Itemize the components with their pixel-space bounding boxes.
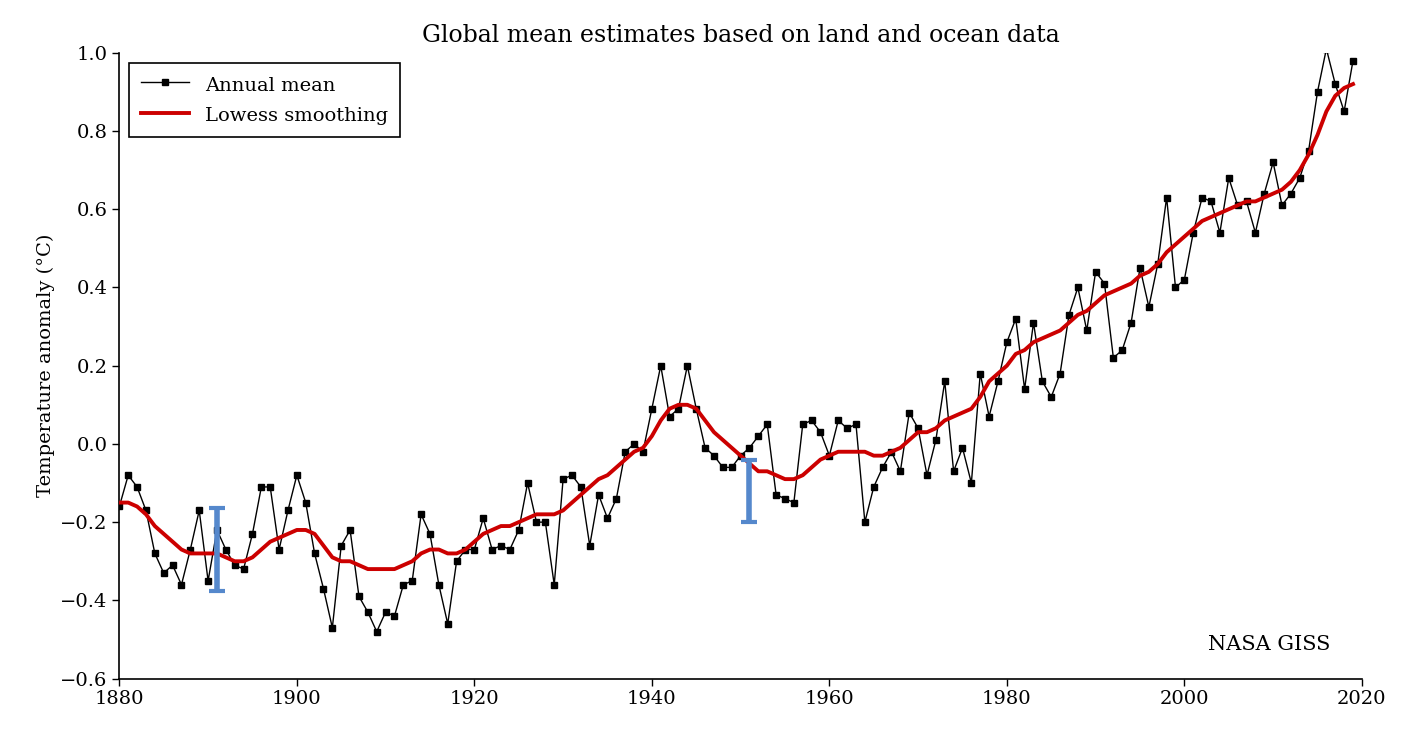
Lowess smoothing (183, 549, 199, 558)
Line: Lowess smoothing: Lowess smoothing (119, 84, 1353, 569)
Lowess smoothing (733, 451, 750, 460)
Annual mean (733, 451, 750, 460)
Legend: Annual mean, Lowess smoothing: Annual mean, Lowess smoothing (129, 63, 400, 136)
Lowess smoothing (359, 565, 376, 574)
Lowess smoothing (333, 556, 350, 566)
Annual mean (156, 569, 173, 578)
Line: Annual mean: Annual mean (117, 45, 1356, 635)
Lowess smoothing (236, 556, 253, 566)
Annual mean (368, 627, 385, 636)
Lowess smoothing (1335, 84, 1352, 93)
Lowess smoothing (156, 529, 173, 538)
Y-axis label: Temperature anomaly (°C): Temperature anomaly (°C) (37, 234, 55, 498)
Lowess smoothing (111, 498, 128, 507)
Annual mean (333, 541, 350, 550)
Annual mean (1318, 44, 1335, 54)
Annual mean (183, 545, 199, 554)
Title: Global mean estimates based on land and ocean data: Global mean estimates based on land and … (421, 23, 1060, 47)
Annual mean (635, 447, 651, 456)
Annual mean (1345, 56, 1362, 65)
Text: NASA GISS: NASA GISS (1209, 635, 1331, 654)
Annual mean (236, 565, 253, 574)
Lowess smoothing (1345, 79, 1362, 88)
Annual mean (111, 502, 128, 511)
